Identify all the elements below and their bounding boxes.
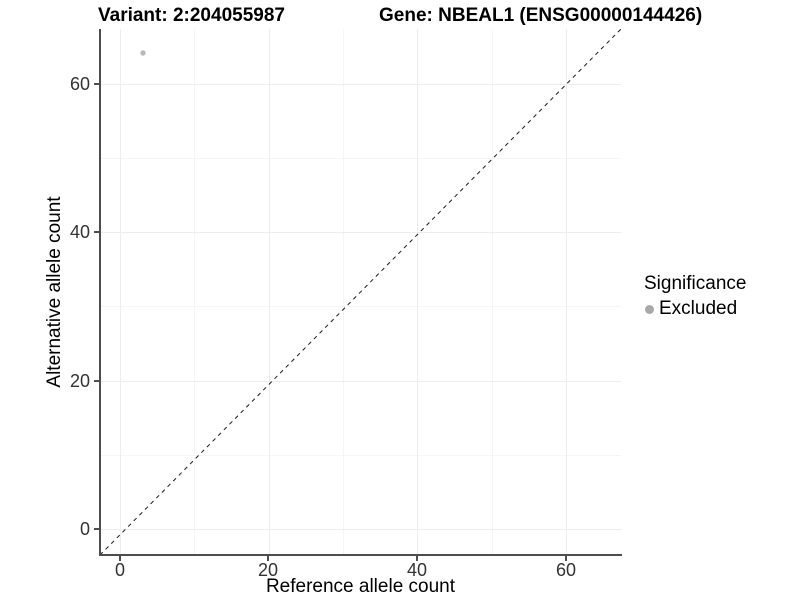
identity-reference-line xyxy=(100,29,621,555)
plot-title-variant: Variant: 2:204055987 xyxy=(98,5,285,26)
y-tick-mark xyxy=(94,83,99,85)
gridline xyxy=(492,29,493,555)
y-tick-mark xyxy=(94,380,99,382)
gridline xyxy=(343,29,344,555)
x-axis-line xyxy=(99,554,622,556)
gridline xyxy=(269,29,270,555)
y-tick-label: 60 xyxy=(69,74,90,94)
gridline xyxy=(100,158,621,159)
legend-title: Significance xyxy=(644,273,747,294)
gridline xyxy=(100,306,621,307)
legend-item-excluded: Excluded xyxy=(643,298,746,320)
gridline xyxy=(100,232,621,233)
x-tick-label: 20 xyxy=(257,560,279,580)
y-axis-title: Alternative allele count xyxy=(44,196,65,388)
plot-panel xyxy=(100,29,621,555)
y-axis-line xyxy=(99,29,101,556)
x-tick-label: 40 xyxy=(406,560,428,580)
gridline xyxy=(100,455,621,456)
x-tick-mark xyxy=(565,556,567,561)
plot-title-gene: Gene: NBEAL1 (ENSG00000144426) xyxy=(379,5,703,26)
x-axis-title: Reference allele count xyxy=(265,576,456,597)
y-tick-label: 0 xyxy=(79,519,90,539)
y-tick-label: 20 xyxy=(69,371,90,391)
legend-item-label: Excluded xyxy=(659,298,738,319)
y-tick-mark xyxy=(94,528,99,530)
x-tick-mark xyxy=(119,556,121,561)
legend-key xyxy=(643,298,665,320)
x-tick-label: 60 xyxy=(555,560,577,580)
y-tick-label: 40 xyxy=(69,222,90,242)
gridline xyxy=(417,29,418,555)
gridline xyxy=(100,529,621,530)
data-point-excluded xyxy=(140,50,146,56)
x-tick-label: 0 xyxy=(114,560,125,580)
x-tick-mark xyxy=(416,556,418,561)
excluded-point-icon xyxy=(645,304,654,314)
gridline xyxy=(100,84,621,85)
gridline xyxy=(120,29,121,555)
y-tick-mark xyxy=(94,231,99,233)
gridline xyxy=(194,29,195,555)
x-tick-mark xyxy=(267,556,269,561)
gridline xyxy=(100,381,621,382)
gridline xyxy=(566,29,567,555)
legend: Significance Excluded xyxy=(643,273,746,320)
